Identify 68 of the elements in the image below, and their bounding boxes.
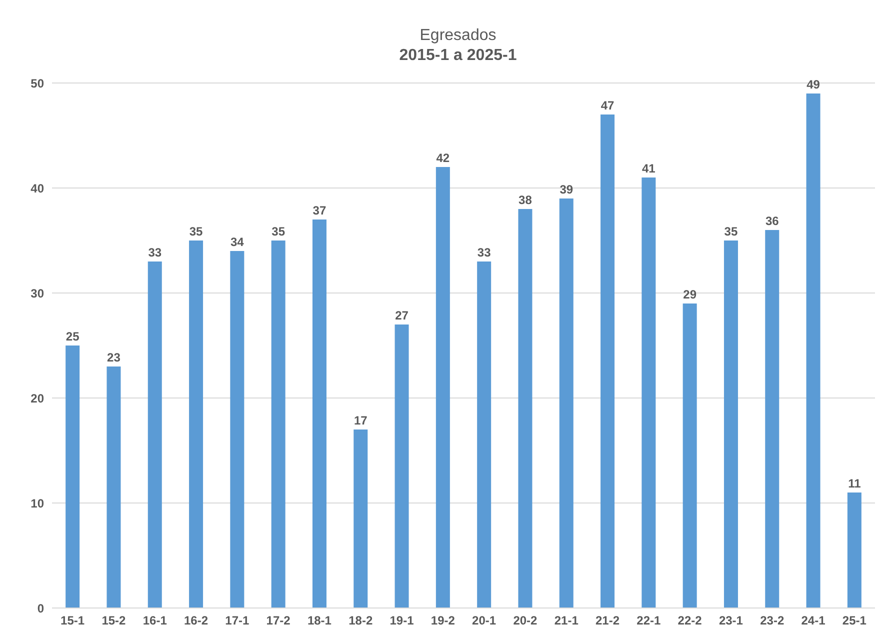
x-tick-label: 25-1 [842,614,867,628]
bar [682,304,697,608]
bar [765,230,780,608]
data-label: 47 [600,98,615,112]
y-tick-label: 0 [37,601,44,616]
x-tick-label: 21-1 [554,614,579,628]
data-label: 27 [395,308,409,322]
bar [600,114,615,608]
bar [394,324,409,608]
data-label: 49 [806,78,820,92]
bar [477,262,492,608]
y-tick-label: 10 [30,496,44,510]
data-label: 33 [477,246,492,260]
bar [559,198,574,608]
data-label: 29 [683,288,697,302]
data-label: 33 [148,246,162,260]
data-label: 36 [765,214,780,228]
y-tick-label: 50 [30,76,44,90]
bar [518,209,532,608]
bar [436,167,450,608]
x-tick-label: 20-1 [472,614,496,628]
data-label: 41 [642,162,656,176]
x-tick-label: 23-1 [718,614,744,628]
bar [312,220,326,608]
bar [271,240,286,608]
x-tick-label: 18-2 [348,614,373,628]
x-tick-label: 20-2 [513,614,538,628]
x-tick-label: 17-2 [266,614,291,628]
bar [642,178,656,608]
x-tick-label: 22-2 [678,614,702,628]
x-tick-label: 23-2 [760,614,784,628]
bar [806,94,820,608]
data-label: 17 [354,414,368,428]
y-tick-label: 30 [30,286,44,300]
x-tick-label: 19-1 [390,614,414,628]
x-tick-label: 16-1 [142,614,168,628]
bar [847,492,862,608]
x-tick-label: 21-2 [596,614,620,628]
chart-subtitle: 2015-1 a 2025-1 [398,46,518,66]
data-label: 34 [230,235,244,249]
bar [106,366,121,608]
x-tick-label: 19-2 [430,614,456,628]
data-label: 25 [66,330,80,344]
data-label: 39 [560,182,574,196]
x-tick-label: 16-2 [184,614,208,628]
x-tick-label: 15-1 [60,614,85,628]
data-label: 42 [436,151,450,165]
bar [66,346,80,608]
bar [724,240,738,608]
data-label: 23 [107,350,121,364]
chart-title: Egresados [418,26,498,46]
bar [189,240,204,608]
data-label: 35 [272,224,286,238]
x-tick-label: 17-1 [225,614,250,628]
x-tick-label: 18-1 [307,614,332,628]
data-label: 35 [189,224,204,238]
data-label: 38 [518,193,532,207]
x-tick-label: 15-2 [102,614,126,628]
x-tick-label: 24-1 [801,614,826,628]
bar [148,262,162,608]
y-tick-label: 40 [30,181,44,196]
bar [230,251,244,608]
data-label: 37 [312,204,326,218]
bar [354,430,368,608]
y-tick-label: 20 [30,391,44,406]
data-label: 11 [848,476,862,490]
x-tick-label: 22-1 [636,614,662,628]
data-label: 35 [724,224,738,238]
